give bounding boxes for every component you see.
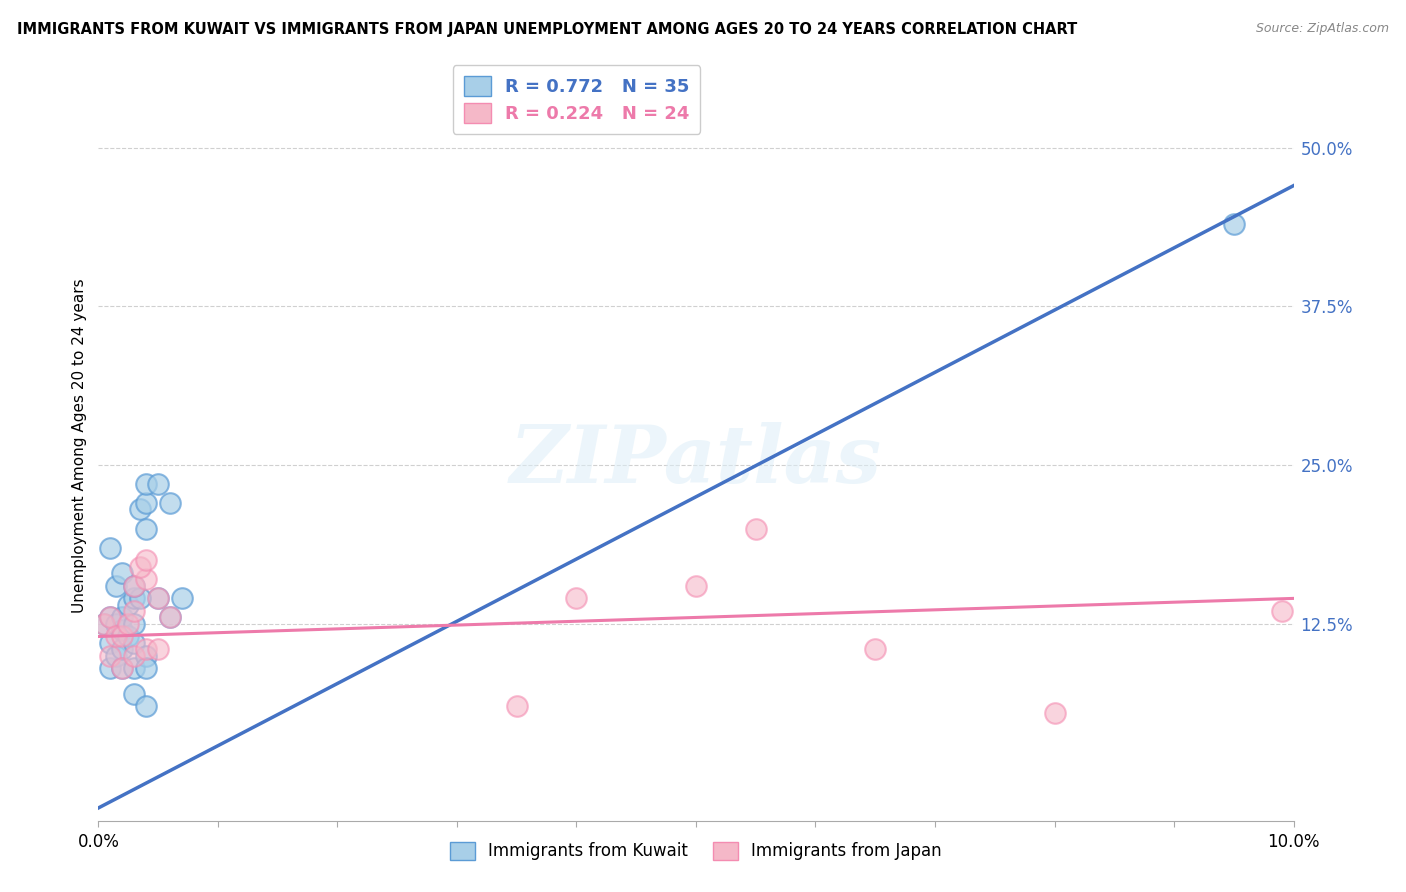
Point: [111, 623, 134, 637]
Point: [124, 636, 146, 650]
Point: [135, 642, 157, 657]
Point: [98, 610, 122, 624]
Point: [93, 616, 115, 631]
Point: [685, 579, 707, 593]
Point: [148, 591, 170, 606]
Point: [105, 630, 128, 644]
Point: [135, 496, 157, 510]
Point: [124, 591, 146, 606]
Point: [111, 566, 134, 580]
Point: [148, 591, 170, 606]
Point: [98, 636, 122, 650]
Point: [148, 642, 170, 657]
Point: [1043, 706, 1066, 720]
Point: [1271, 604, 1294, 618]
Point: [124, 579, 146, 593]
Point: [124, 661, 146, 675]
Point: [506, 699, 529, 714]
Point: [159, 496, 181, 510]
Point: [129, 559, 152, 574]
Point: [124, 616, 146, 631]
Point: [124, 579, 146, 593]
Point: [98, 610, 122, 624]
Point: [135, 648, 157, 663]
Point: [135, 661, 157, 675]
Y-axis label: Unemployment Among Ages 20 to 24 years: Unemployment Among Ages 20 to 24 years: [72, 278, 87, 614]
Point: [135, 477, 157, 491]
Point: [105, 579, 128, 593]
Text: IMMIGRANTS FROM KUWAIT VS IMMIGRANTS FROM JAPAN UNEMPLOYMENT AMONG AGES 20 TO 24: IMMIGRANTS FROM KUWAIT VS IMMIGRANTS FRO…: [17, 22, 1077, 37]
Point: [159, 610, 181, 624]
Text: ZIPatlas: ZIPatlas: [510, 422, 882, 500]
Point: [1223, 217, 1246, 231]
Point: [865, 642, 887, 657]
Point: [135, 572, 157, 586]
Point: [124, 648, 146, 663]
Point: [129, 591, 152, 606]
Point: [148, 477, 170, 491]
Point: [117, 598, 139, 612]
Point: [135, 522, 157, 536]
Point: [98, 541, 122, 555]
Text: Source: ZipAtlas.com: Source: ZipAtlas.com: [1256, 22, 1389, 36]
Point: [111, 661, 134, 675]
Point: [117, 616, 139, 631]
Point: [98, 648, 122, 663]
Point: [129, 502, 152, 516]
Point: [111, 610, 134, 624]
Point: [135, 699, 157, 714]
Point: [565, 591, 588, 606]
Point: [111, 630, 134, 644]
Point: [117, 630, 139, 644]
Point: [745, 522, 768, 536]
Point: [98, 661, 122, 675]
Point: [93, 616, 115, 631]
Point: [124, 604, 146, 618]
Point: [159, 610, 181, 624]
Point: [105, 616, 128, 631]
Point: [135, 553, 157, 567]
Legend: Immigrants from Kuwait, Immigrants from Japan: Immigrants from Kuwait, Immigrants from …: [441, 833, 950, 869]
Point: [111, 661, 134, 675]
Point: [124, 687, 146, 701]
Point: [172, 591, 194, 606]
Point: [111, 642, 134, 657]
Point: [105, 648, 128, 663]
